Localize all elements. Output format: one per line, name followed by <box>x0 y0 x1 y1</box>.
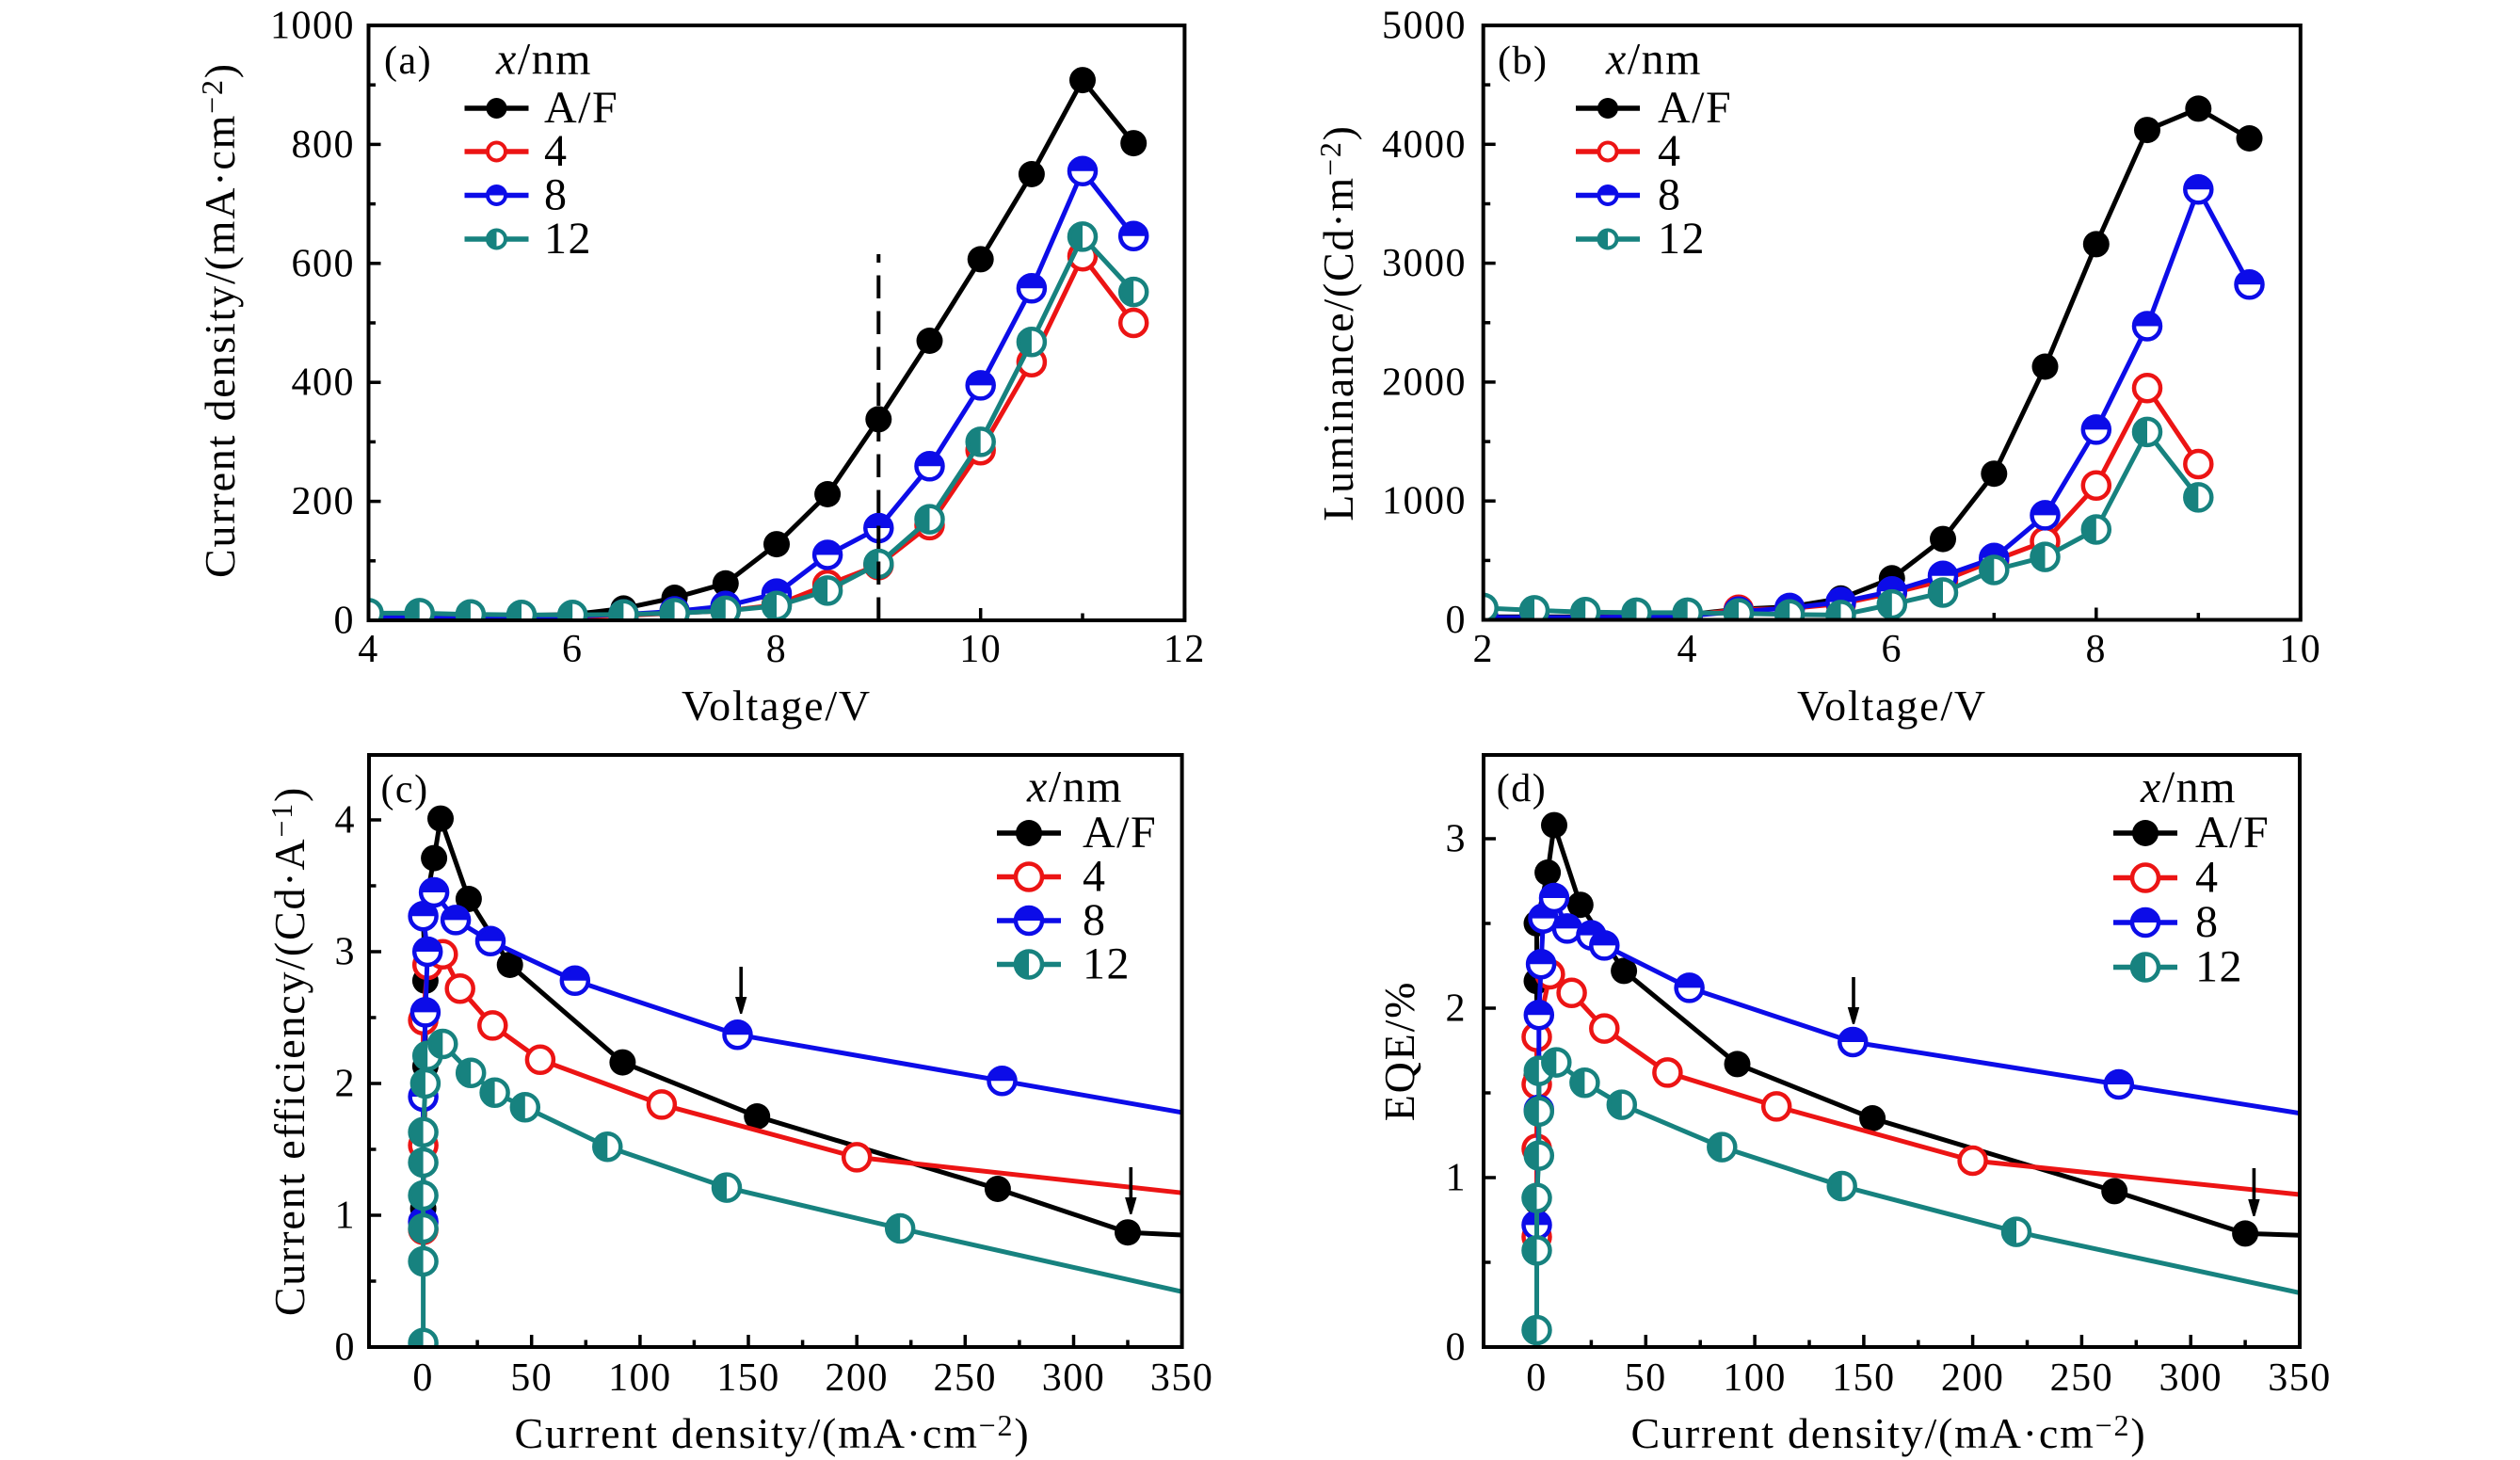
svg-text:4: 4 <box>544 126 569 176</box>
svg-text:12: 12 <box>544 214 592 264</box>
svg-text:(d): (d) <box>1497 767 1547 810</box>
svg-text:x/nm: x/nm <box>495 35 592 85</box>
svg-text:12: 12 <box>1658 214 1706 264</box>
svg-text:350: 350 <box>2268 1356 2332 1400</box>
svg-text:150: 150 <box>1832 1356 1896 1400</box>
svg-text:4: 4 <box>1083 852 1107 902</box>
svg-text:(c): (c) <box>380 768 428 811</box>
svg-text:200: 200 <box>825 1356 889 1400</box>
svg-text:4: 4 <box>1658 126 1682 176</box>
svg-text:100: 100 <box>608 1356 672 1400</box>
svg-text:0: 0 <box>1446 1326 1468 1370</box>
svg-text:50: 50 <box>1625 1356 1667 1400</box>
svg-text:8: 8 <box>2195 897 2220 947</box>
svg-text:A/F: A/F <box>1658 83 1732 133</box>
svg-text:250: 250 <box>2050 1356 2114 1400</box>
svg-text:2: 2 <box>335 1063 357 1106</box>
svg-text:x/nm: x/nm <box>1026 762 1123 812</box>
svg-text:Current efficiency/(Cd·A−1): Current efficiency/(Cd·A−1) <box>265 786 313 1316</box>
svg-text:200: 200 <box>1941 1356 2005 1400</box>
svg-text:6: 6 <box>1882 628 1903 671</box>
svg-text:8: 8 <box>766 628 788 671</box>
svg-text:4: 4 <box>1677 628 1698 671</box>
svg-text:3: 3 <box>335 931 357 974</box>
svg-text:0: 0 <box>1446 599 1468 642</box>
svg-text:A/F: A/F <box>2195 808 2270 858</box>
svg-text:x/nm: x/nm <box>2140 762 2237 812</box>
svg-text:0: 0 <box>1526 1356 1548 1400</box>
svg-text:400: 400 <box>292 361 356 405</box>
svg-text:1000: 1000 <box>270 5 355 48</box>
svg-text:150: 150 <box>716 1356 780 1400</box>
svg-text:4: 4 <box>2195 853 2220 903</box>
svg-text:3: 3 <box>1446 818 1468 861</box>
svg-text:12: 12 <box>1164 628 1206 671</box>
svg-text:4: 4 <box>358 628 379 671</box>
svg-text:Current density/(mA·cm−2): Current density/(mA·cm−2) <box>515 1408 1031 1457</box>
svg-text:5000: 5000 <box>1382 5 1467 48</box>
svg-text:Current density/(mA·cm−2): Current density/(mA·cm−2) <box>1631 1408 2147 1457</box>
svg-text:6: 6 <box>562 628 584 671</box>
svg-text:8: 8 <box>2086 628 2108 671</box>
svg-text:8: 8 <box>1083 895 1107 945</box>
svg-text:0: 0 <box>335 1326 357 1370</box>
svg-text:3000: 3000 <box>1382 242 1467 285</box>
svg-text:0: 0 <box>412 1356 434 1400</box>
svg-text:350: 350 <box>1150 1356 1214 1400</box>
svg-text:Luminance/(Cd·m−2): Luminance/(Cd·m−2) <box>1313 124 1362 521</box>
svg-text:0: 0 <box>334 600 356 643</box>
svg-text:250: 250 <box>934 1356 998 1400</box>
svg-text:300: 300 <box>2159 1356 2223 1400</box>
svg-text:200: 200 <box>292 480 356 523</box>
svg-text:1000: 1000 <box>1382 480 1467 523</box>
svg-text:A/F: A/F <box>544 83 618 133</box>
svg-text:2: 2 <box>1472 628 1494 671</box>
svg-text:Current density/(mA·cm−2): Current density/(mA·cm−2) <box>195 62 244 578</box>
svg-text:2: 2 <box>1446 987 1468 1031</box>
svg-text:(a): (a) <box>384 40 432 83</box>
svg-text:300: 300 <box>1042 1356 1106 1400</box>
svg-text:800: 800 <box>292 123 356 167</box>
svg-text:4: 4 <box>335 799 357 842</box>
svg-text:10: 10 <box>959 628 1002 671</box>
svg-text:EQE/%: EQE/% <box>1375 981 1423 1122</box>
svg-text:Voltage/V: Voltage/V <box>1797 682 1987 730</box>
svg-text:2000: 2000 <box>1382 361 1467 404</box>
svg-text:Voltage/V: Voltage/V <box>682 682 872 730</box>
svg-text:8: 8 <box>1658 170 1682 220</box>
svg-text:8: 8 <box>544 170 569 220</box>
svg-text:50: 50 <box>510 1356 553 1400</box>
svg-text:600: 600 <box>292 242 356 285</box>
svg-text:1: 1 <box>1446 1157 1468 1200</box>
svg-text:1: 1 <box>335 1195 357 1238</box>
svg-text:(b): (b) <box>1498 40 1548 83</box>
svg-text:A/F: A/F <box>1083 808 1157 858</box>
svg-text:12: 12 <box>2195 942 2243 992</box>
svg-text:10: 10 <box>2279 628 2321 671</box>
svg-text:100: 100 <box>1723 1356 1787 1400</box>
svg-text:x/nm: x/nm <box>1605 35 1702 85</box>
svg-text:4000: 4000 <box>1382 123 1467 167</box>
svg-text:12: 12 <box>1083 939 1131 989</box>
